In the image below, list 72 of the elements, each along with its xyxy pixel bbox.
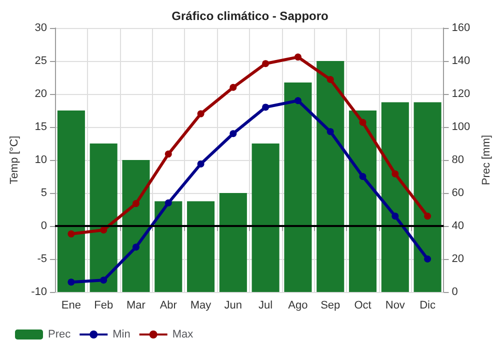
y2-tick-label: 40 [452, 220, 464, 232]
x-tick-label: Dic [420, 300, 436, 312]
x-tick-label: Nov [385, 300, 406, 312]
x-tick-label: May [190, 300, 212, 312]
point [230, 130, 237, 138]
bar [187, 201, 215, 292]
bar [252, 144, 280, 292]
y2-axis-title: Prec [mm] [480, 134, 492, 186]
bar [414, 102, 442, 292]
y2-tick-label: 0 [452, 286, 458, 298]
bar [122, 160, 150, 292]
point [262, 60, 270, 68]
chart-title: Gráfico climático - Sapporo [172, 9, 328, 23]
legend-label: Max [172, 328, 194, 340]
point [164, 199, 172, 206]
point [68, 278, 75, 286]
x-tick-label: Ene [61, 300, 81, 312]
x-tick-label: Abr [160, 300, 178, 312]
y-tick-label: 30 [34, 22, 47, 34]
x-tick-label: Mar [126, 300, 146, 312]
bar [381, 102, 409, 292]
y-tick-label: 5 [40, 187, 47, 199]
point [424, 212, 432, 220]
point [197, 110, 204, 118]
bar [57, 110, 85, 292]
point [197, 160, 204, 168]
y2-tick-label: 160 [452, 22, 470, 34]
y-tick-label: 15 [34, 121, 47, 133]
y-tick-label: -10 [31, 286, 47, 298]
bar [90, 144, 118, 292]
y-tick-label: -5 [37, 253, 47, 265]
point [132, 200, 140, 208]
y-tick-label: 25 [34, 55, 47, 67]
point [359, 118, 366, 126]
point [392, 212, 399, 220]
point [164, 150, 172, 158]
bar [316, 61, 344, 292]
point [326, 76, 334, 83]
point [68, 230, 75, 238]
legend-label: Prec [48, 328, 72, 340]
bar [348, 110, 377, 292]
y2-tick-label: 80 [452, 154, 464, 166]
point [326, 128, 334, 136]
bar [219, 193, 247, 292]
bar [154, 201, 182, 292]
x-tick-label: Jul [258, 300, 273, 312]
y-tick-label: 10 [34, 154, 47, 166]
y2-tick-label: 120 [452, 88, 470, 100]
point [424, 256, 432, 262]
y-tick-label: 20 [34, 88, 47, 100]
bar [284, 82, 312, 292]
point [100, 226, 108, 234]
point [262, 104, 270, 111]
point [132, 244, 140, 251]
x-tick-label: Sep [320, 300, 340, 312]
x-tick-label: Oct [354, 300, 372, 312]
y-axis-title: Temp [°C] [8, 136, 21, 184]
point [294, 97, 302, 104]
x-tick-label: Jun [224, 300, 242, 312]
y2-tick-label: 140 [452, 55, 470, 67]
x-tick-label: Ago [288, 300, 308, 312]
y2-tick-label: 20 [452, 253, 464, 265]
y-tick-label: 0 [40, 220, 47, 232]
point [392, 170, 399, 178]
point [294, 54, 302, 61]
point [100, 276, 108, 284]
x-tick-label: Feb [94, 300, 114, 312]
y2-tick-label: 60 [452, 187, 464, 199]
y2-tick-label: 100 [452, 121, 470, 133]
point [359, 173, 366, 180]
legend-label: Min [112, 328, 130, 340]
point [230, 84, 237, 91]
